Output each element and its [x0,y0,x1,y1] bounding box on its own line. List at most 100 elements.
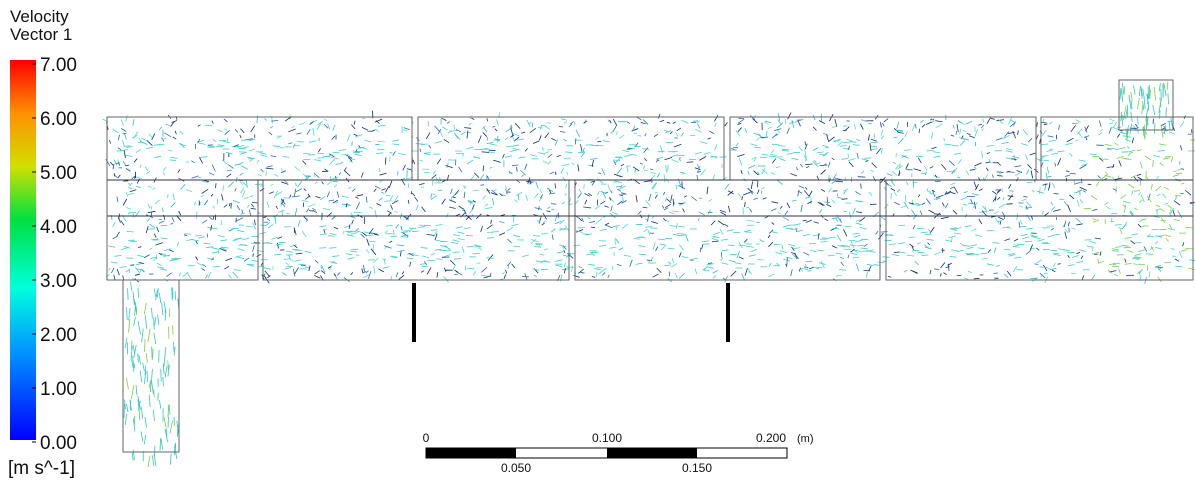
vector [212,121,213,124]
colorbar-tick-label: 3.00 [40,271,77,292]
vector [665,197,666,202]
vector [787,128,790,134]
vector [993,198,996,202]
vector [657,268,662,273]
vector [126,116,128,122]
vector [1109,127,1111,133]
vector [911,210,915,217]
vector [576,200,579,204]
vector [575,138,576,144]
vector [1076,261,1083,263]
vector [383,267,390,269]
vector [324,124,328,128]
vector [1014,166,1021,167]
vector [879,233,884,239]
vector [659,244,666,245]
vector [562,164,569,165]
vector [650,175,655,180]
vector [797,119,804,120]
vector [650,169,653,170]
vector [144,339,145,352]
vector [768,235,770,238]
vector [413,160,415,164]
vector [663,218,665,221]
vector [986,162,991,163]
vector [650,172,656,174]
vector [929,210,935,213]
vector [145,315,147,329]
vector [203,243,210,244]
vector [1132,190,1133,194]
vector [212,252,219,254]
vector [492,198,493,205]
vector [664,265,671,266]
vector [1135,254,1142,256]
vector [140,165,141,169]
vector [433,171,436,175]
vector [829,114,833,121]
vector [623,150,630,152]
vector [965,226,972,227]
vector [487,142,494,143]
vector [840,257,844,259]
vector [855,240,862,242]
vector [432,194,435,195]
vector [641,122,646,123]
vector [662,206,664,209]
vector [307,218,308,222]
vector [1026,250,1031,255]
vector [178,169,180,172]
vector [377,204,382,206]
vector [806,220,812,222]
vector [699,212,705,215]
vector [967,247,974,249]
colorbar-tick-label: 1.00 [40,379,77,400]
vector [1095,238,1101,239]
vector [233,200,240,203]
vector [832,181,836,184]
vector [982,129,984,132]
vector [535,208,542,210]
vector [352,189,355,192]
vector [927,188,928,191]
vector [440,131,443,138]
vector [975,235,982,237]
vector [720,229,723,235]
vector [257,254,261,256]
vector [421,247,428,248]
vector [241,140,248,141]
vector [1004,274,1008,278]
vector [1168,205,1173,209]
vector [958,159,961,163]
vector [751,249,757,252]
vector [738,119,744,123]
vector [296,183,297,186]
vector [422,256,429,258]
vector [322,182,324,185]
vector [1006,151,1013,153]
vector [1115,247,1122,248]
vector [437,272,438,277]
vector [987,117,991,124]
vector [348,258,355,260]
vector [529,122,531,124]
vector [337,272,340,275]
vector [512,224,519,226]
vector [128,188,132,189]
vector [982,206,987,212]
vector [1058,264,1061,265]
vector [140,371,142,383]
vector [557,155,561,156]
vector [738,194,742,199]
vector [918,195,920,198]
vector [1076,120,1081,123]
vector [118,135,120,141]
vector [347,134,350,141]
vector [932,190,935,191]
vector [223,160,228,165]
vector [1134,191,1140,192]
vector [159,127,162,130]
vector [699,198,702,199]
vector [269,192,274,194]
vector [1176,196,1177,200]
